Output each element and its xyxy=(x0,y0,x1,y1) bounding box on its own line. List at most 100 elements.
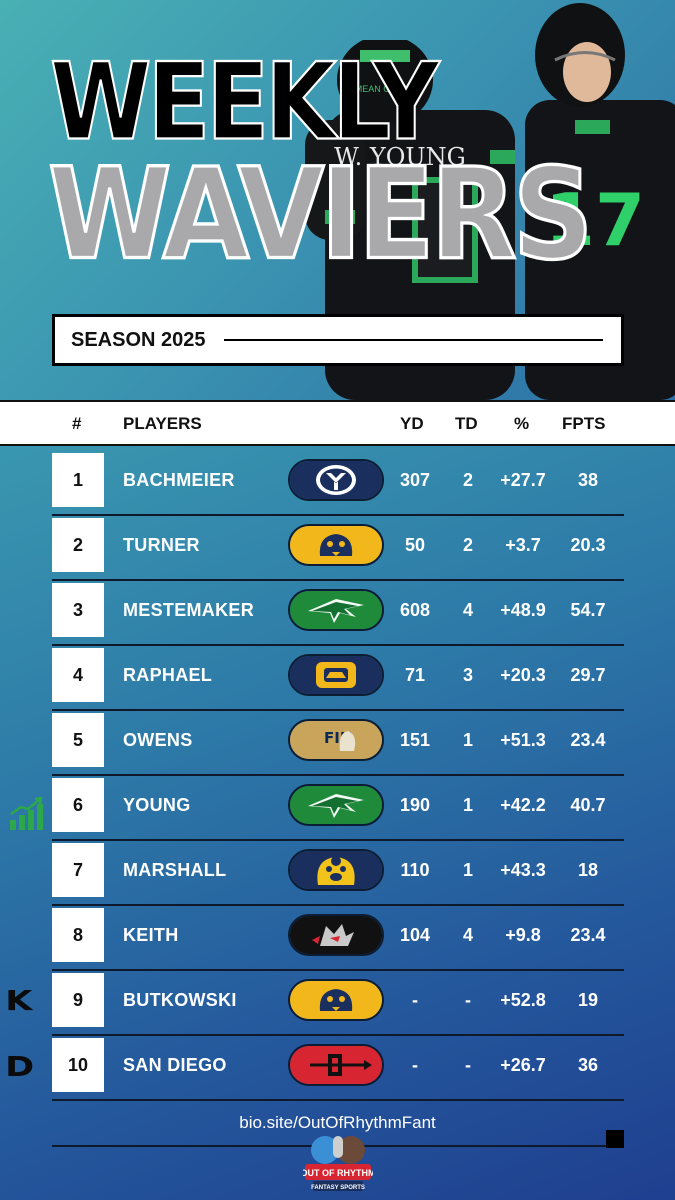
table-row[interactable]: 4 RAPHAEL 71 3 +20.3 29.7 xyxy=(52,648,624,711)
fantasy-points-value: 40.7 xyxy=(570,795,606,815)
touchdowns-value: 3 xyxy=(462,665,473,685)
yards-value: 50 xyxy=(404,535,426,555)
yards-value: 151 xyxy=(399,730,431,750)
touchdowns-value: 1 xyxy=(462,730,473,750)
row-divider xyxy=(52,904,624,906)
team-logo-bruin-logo xyxy=(288,849,384,891)
title-waviers: WAVIERS xyxy=(46,141,594,288)
table-row[interactable]: 3 MESTEMAKER 608 4 +48.9 54.7 xyxy=(52,583,624,646)
rank-number: 5 xyxy=(52,713,104,767)
hero-banner: MEAN GREEN W. YOUNG 17 WEEKLY WAVIERS SE… xyxy=(0,0,675,400)
svg-text:MEAN GREEN: MEAN GREEN xyxy=(355,84,416,94)
player-name: RAPHAEL xyxy=(123,665,213,685)
season-label: SEASON 2025 xyxy=(71,328,206,351)
defense-marker: D xyxy=(5,1050,35,1083)
rank-number: 9 xyxy=(52,973,104,1027)
touchdowns-value: - xyxy=(465,990,471,1010)
season-rule xyxy=(223,339,603,341)
rank-number: 2 xyxy=(52,518,104,572)
yards-value: - xyxy=(412,990,418,1010)
title-weekly: WEEKLY xyxy=(49,40,440,164)
roster-percent-change: +3.7 xyxy=(505,535,541,555)
touchdowns-value: 1 xyxy=(462,795,473,815)
team-logo-cal-bear-logo xyxy=(288,654,384,696)
table-row[interactable]: 2 TURNER 50 2 +3.7 20.3 xyxy=(52,518,624,581)
team-logo-eagle-logo xyxy=(288,784,384,826)
fantasy-points-value: 19 xyxy=(577,990,599,1010)
svg-text:FANTASY SPORTS: FANTASY SPORTS xyxy=(311,1185,365,1191)
row-divider xyxy=(52,709,624,711)
rank-number: 8 xyxy=(52,908,104,962)
team-logo-sdsu-logo xyxy=(288,1044,384,1086)
team-logo-byu-logo xyxy=(288,459,384,501)
season-banner: SEASON 2025 xyxy=(52,314,624,366)
fantasy-points-value: 36 xyxy=(577,1055,599,1075)
touchdowns-value: 2 xyxy=(462,470,473,490)
table-row[interactable]: 9 BUTKOWSKI - - +52.8 19 xyxy=(52,973,624,1036)
team-logo-cougar-logo xyxy=(288,524,384,566)
row-divider xyxy=(52,514,624,516)
roster-percent-change: +48.9 xyxy=(500,600,546,620)
rank-number: 4 xyxy=(52,648,104,702)
header-pct: % xyxy=(514,414,530,433)
row-divider xyxy=(52,1034,624,1036)
header-yd: YD xyxy=(400,414,424,433)
out-of-rhythm-logo: OUT OF RHYTHM FANTASY SPORTS xyxy=(303,1136,373,1191)
team-logo-cougar-logo xyxy=(288,979,384,1021)
player-name: BACHMEIER xyxy=(123,470,235,490)
table-row[interactable]: 1 BACHMEIER 307 2 +27.7 38 xyxy=(52,453,624,516)
table-row[interactable]: 5 OWENS FIU 151 1 +51.3 23.4 xyxy=(52,713,624,776)
roster-percent-change: +43.3 xyxy=(500,860,546,880)
bio-link[interactable]: bio.site/OutOfRhythmFant xyxy=(239,1113,436,1132)
player-name: YOUNG xyxy=(123,795,191,815)
table-row[interactable]: 6 YOUNG 190 1 +42.2 40.7 xyxy=(52,778,624,841)
table-row[interactable]: 10 SAN DIEGO - - +26.7 36 xyxy=(52,1038,624,1101)
header-num: # xyxy=(72,414,82,433)
player-name: MARSHALL xyxy=(123,860,227,880)
table-row[interactable]: 7 MARSHALL 110 1 +43.3 18 xyxy=(52,843,624,906)
svg-text:W. YOUNG: W. YOUNG xyxy=(334,143,466,171)
touchdowns-value: - xyxy=(465,1055,471,1075)
row-divider xyxy=(52,839,624,841)
row-divider xyxy=(52,774,624,776)
footer-square xyxy=(606,1130,624,1148)
yards-value: - xyxy=(412,1055,418,1075)
trending-up-icon xyxy=(10,796,43,830)
roster-percent-change: +20.3 xyxy=(500,665,546,685)
player-name: OWENS xyxy=(123,730,193,750)
yards-value: 190 xyxy=(399,795,431,815)
touchdowns-value: 4 xyxy=(462,600,473,620)
fantasy-points-value: 23.4 xyxy=(570,925,606,945)
fantasy-points-value: 23.4 xyxy=(570,730,606,750)
yards-value: 110 xyxy=(400,860,430,880)
player-name: MESTEMAKER xyxy=(123,600,255,620)
player-name: KEITH xyxy=(123,925,179,945)
rank-number: 6 xyxy=(52,778,104,832)
fantasy-points-value: 54.7 xyxy=(570,600,606,620)
roster-percent-change: +52.8 xyxy=(500,990,546,1010)
fantasy-points-value: 20.3 xyxy=(570,535,606,555)
yards-value: 71 xyxy=(404,665,426,685)
touchdowns-value: 1 xyxy=(462,860,473,880)
roster-percent-change: +27.7 xyxy=(500,470,546,490)
row-divider xyxy=(52,1099,624,1101)
rank-number: 3 xyxy=(52,583,104,637)
player-name: TURNER xyxy=(123,535,200,555)
touchdowns-value: 4 xyxy=(462,925,473,945)
rank-number: 10 xyxy=(52,1038,104,1092)
yards-value: 307 xyxy=(399,470,431,490)
touchdowns-value: 2 xyxy=(462,535,473,555)
header-td: TD xyxy=(455,414,478,433)
team-logo-fiu-logo: FIU xyxy=(288,719,384,761)
table-row[interactable]: 8 KEITH 104 4 +9.8 23.4 xyxy=(52,908,624,971)
player-name: SAN DIEGO xyxy=(123,1055,227,1075)
yards-value: 104 xyxy=(399,925,431,945)
roster-percent-change: +51.3 xyxy=(500,730,546,750)
fantasy-points-value: 29.7 xyxy=(570,665,606,685)
row-divider xyxy=(52,579,624,581)
row-divider xyxy=(52,644,624,646)
header-fpts: FPTS xyxy=(562,414,606,433)
roster-percent-change: +42.2 xyxy=(500,795,546,815)
yards-value: 608 xyxy=(399,600,431,620)
roster-percent-change: +9.8 xyxy=(505,925,541,945)
